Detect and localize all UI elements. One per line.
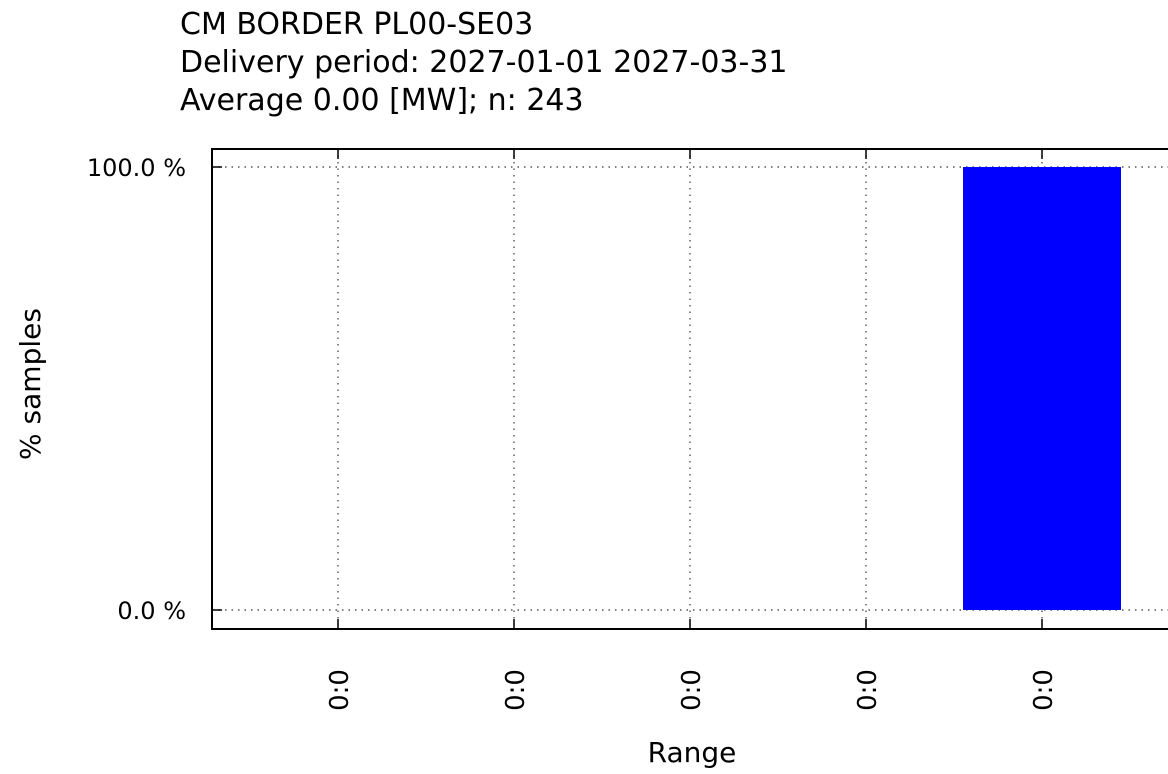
x-tick-label: 0:0 bbox=[501, 669, 531, 711]
chart-title-line-2: Delivery period: 2027-01-01 2027-03-31 bbox=[180, 45, 788, 80]
y-axis-label: % samples bbox=[14, 308, 47, 460]
plot-frame bbox=[211, 148, 1168, 630]
x-tick-label: 0:0 bbox=[853, 669, 883, 711]
bar bbox=[963, 167, 1121, 610]
x-axis-label: Range bbox=[648, 736, 737, 769]
chart-title: CM BORDER PL00-SE03 Delivery period: 202… bbox=[180, 6, 788, 120]
x-tick-labels: 0:0 0:0 0:0 0:0 0:0 bbox=[325, 669, 1059, 711]
bars bbox=[963, 167, 1121, 610]
y-tick-label: 0.0 % bbox=[117, 597, 186, 625]
y-tick-label: 100.0 % bbox=[87, 154, 186, 182]
y-tick-labels: 0.0 % 100.0 % bbox=[87, 154, 186, 625]
x-tick-label: 0:0 bbox=[1029, 669, 1059, 711]
chart-title-line-1: CM BORDER PL00-SE03 bbox=[180, 7, 534, 42]
tick-marks bbox=[212, 149, 1043, 629]
chart-title-line-3: Average 0.00 [MW]; n: 243 bbox=[180, 83, 584, 118]
x-tick-label: 0:0 bbox=[325, 669, 355, 711]
x-tick-label: 0:0 bbox=[677, 669, 707, 711]
